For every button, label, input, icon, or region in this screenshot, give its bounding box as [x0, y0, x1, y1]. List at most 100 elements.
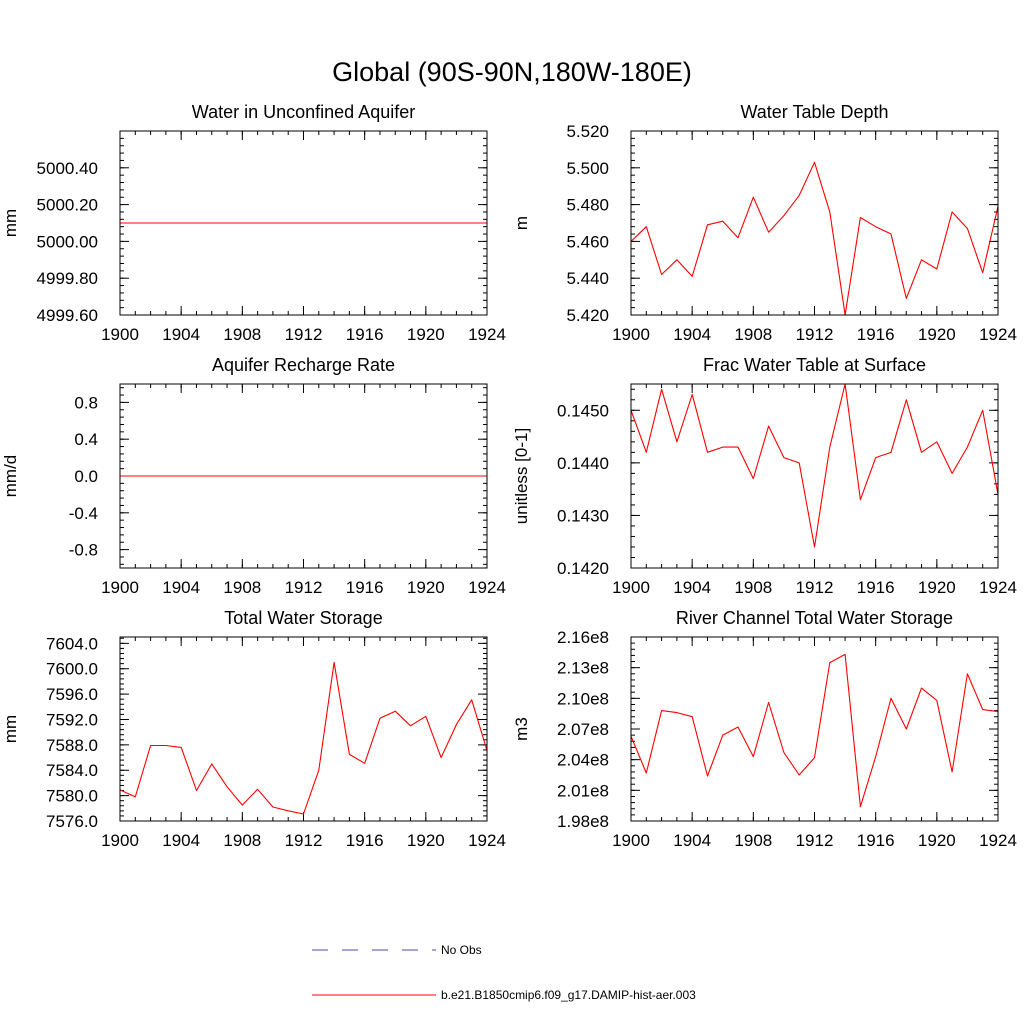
x-tick-label: 1908	[734, 578, 772, 597]
chart-water-in-unconfined-aquifer: Water in Unconfined Aquifer mm 1900 1904 190…	[1, 102, 506, 344]
x-tick-label: 1924	[468, 578, 506, 597]
x-tick-label: 1912	[285, 578, 323, 597]
x-tick-label: 1920	[407, 325, 445, 344]
x-tick-label: 1912	[796, 831, 834, 850]
x-tick-label: 1916	[857, 831, 895, 850]
y-axis-label: mm	[1, 715, 20, 743]
y-tick-label: -0.8	[69, 541, 98, 560]
x-tick-label: 1900	[612, 831, 650, 850]
y-tick-label: 4999.80	[37, 269, 98, 288]
x-tick-label: 1904	[162, 578, 200, 597]
chart-title: River Channel Total Water Storage	[676, 608, 953, 628]
x-tick-label: 1908	[223, 831, 261, 850]
x-tick-label: 1924	[979, 325, 1017, 344]
y-tick-label: 0.0	[74, 467, 98, 486]
x-tick-label: 1908	[734, 831, 772, 850]
y-axis-label: mm/d	[1, 455, 20, 498]
y-tick-label: 0.1450	[557, 401, 609, 420]
chart-total-water-storage: Total Water Storage mm 1900 1904 1908 1912 191…	[1, 608, 506, 850]
y-tick-label: 0.1420	[557, 559, 609, 578]
y-tick-label: 2.01e8	[557, 781, 609, 800]
x-tick-label: 1920	[407, 831, 445, 850]
x-tick-label: 1908	[223, 325, 261, 344]
x-tick-label: 1900	[612, 578, 650, 597]
y-tick-label: 5.440	[566, 269, 609, 288]
x-tick-label: 1924	[979, 831, 1017, 850]
panels: Water in Unconfined Aquifer mm 1900 1904 190…	[1, 102, 1017, 850]
y-tick-label: 7596.0	[46, 685, 98, 704]
x-tick-label: 1920	[407, 578, 445, 597]
x-tick-label: 1920	[918, 578, 956, 597]
y-axis-label: m3	[512, 717, 531, 741]
x-tick-label: 1916	[857, 578, 895, 597]
x-tick-label: 1904	[673, 325, 711, 344]
x-tick-label: 1900	[101, 325, 139, 344]
x-tick-label: 1900	[101, 578, 139, 597]
y-tick-label: 7604.0	[46, 634, 98, 653]
chart-aquifer-recharge-rate: Aquifer Recharge Rate mm/d 1900 1904 1908 191…	[1, 355, 506, 597]
legend-label-no-obs: No Obs	[441, 943, 482, 957]
y-tick-label: 2.16e8	[557, 628, 609, 647]
x-tick-label: 1924	[468, 325, 506, 344]
plot-frame	[119, 130, 488, 316]
y-tick-label: 1.98e8	[557, 812, 609, 831]
y-tick-label: 7580.0	[46, 787, 98, 806]
plot-frame	[630, 383, 999, 569]
x-tick-label: 1920	[918, 831, 956, 850]
plot-frame	[119, 383, 488, 569]
y-tick-label: 0.4	[74, 430, 98, 449]
x-tick-label: 1908	[223, 578, 261, 597]
chart-frac-water-table-at-surface: Frac Water Table at Surface unitless [0-1…	[512, 355, 1017, 597]
y-tick-label: 5.500	[566, 159, 609, 178]
x-tick-label: 1920	[918, 325, 956, 344]
y-tick-label: 2.04e8	[557, 751, 609, 770]
plot-frame	[119, 636, 488, 822]
y-tick-label: 0.1440	[557, 454, 609, 473]
plot-frame	[630, 130, 999, 316]
x-tick-label: 1904	[162, 831, 200, 850]
x-tick-label: 1900	[101, 831, 139, 850]
y-tick-label: 7576.0	[46, 812, 98, 831]
x-tick-label: 1912	[285, 325, 323, 344]
series-line	[119, 661, 488, 815]
x-tick-label: 1904	[162, 325, 200, 344]
y-tick-label: 7600.0	[46, 660, 98, 679]
chart-title: Total Water Storage	[224, 608, 382, 628]
chart-title: Frac Water Table at Surface	[703, 355, 926, 375]
y-axis-label: mm	[1, 209, 20, 237]
y-tick-label: 5.480	[566, 196, 609, 215]
y-tick-label: 5.420	[566, 306, 609, 325]
y-tick-label: 5000.00	[37, 232, 98, 251]
y-tick-label: 4999.60	[37, 306, 98, 325]
x-tick-label: 1912	[796, 325, 834, 344]
y-axis-label: unitless [0-1]	[512, 428, 531, 524]
legend-label-model: b.e21.B1850cmip6.f09_g17.DAMIP-hist-aer.…	[441, 988, 696, 1002]
y-tick-label: 5000.20	[37, 196, 98, 215]
y-tick-label: 7592.0	[46, 710, 98, 729]
series-line	[630, 653, 999, 808]
chart-title: Water in Unconfined Aquifer	[192, 102, 415, 122]
y-tick-label: 5000.40	[37, 159, 98, 178]
chart-title: Water Table Depth	[740, 102, 888, 122]
chart-water-table-depth: Water Table Depth m 1900 1904 1908 1912 1916 19…	[512, 102, 1017, 344]
x-tick-label: 1904	[673, 578, 711, 597]
y-tick-label: 0.8	[74, 393, 98, 412]
x-tick-label: 1904	[673, 831, 711, 850]
x-tick-label: 1916	[346, 578, 384, 597]
legend: No Obs b.e21.B1850cmip6.f09_g17.DAMIP-hi…	[312, 943, 696, 1002]
x-tick-label: 1924	[468, 831, 506, 850]
y-tick-label: 2.13e8	[557, 659, 609, 678]
y-tick-label: -0.4	[69, 504, 98, 523]
y-tick-label: 5.520	[566, 122, 609, 141]
main-title: Global (90S-90N,180W-180E)	[332, 57, 692, 87]
x-tick-label: 1908	[734, 325, 772, 344]
x-tick-label: 1916	[857, 325, 895, 344]
y-tick-label: 7584.0	[46, 761, 98, 780]
plot-frame	[630, 636, 999, 822]
x-tick-label: 1924	[979, 578, 1017, 597]
series-line	[630, 161, 999, 316]
x-tick-label: 1912	[796, 578, 834, 597]
x-tick-label: 1916	[346, 325, 384, 344]
